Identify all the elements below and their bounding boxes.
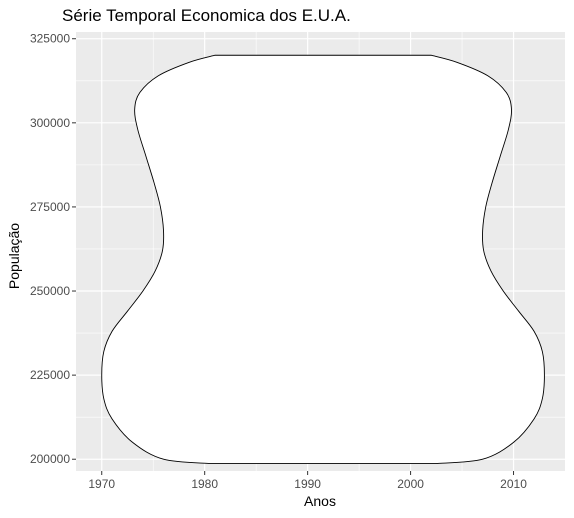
y-tick-label: 325000 xyxy=(30,32,70,46)
y-axis-title: População xyxy=(6,222,22,290)
y-tick-label: 225000 xyxy=(30,368,70,382)
x-tick-label: 1980 xyxy=(191,477,218,491)
y-tick-label: 300000 xyxy=(30,116,70,130)
violin-shape xyxy=(101,54,545,465)
y-tick-label: 200000 xyxy=(30,452,70,466)
y-axis-ticks: 200000 225000 250000 275000 300000 325000 xyxy=(30,32,76,466)
x-tick-label: 2000 xyxy=(397,477,424,491)
x-tick-label: 1990 xyxy=(294,477,321,491)
x-axis-ticks: 1970 1980 1990 2000 2010 xyxy=(88,471,527,491)
chart-title: Série Temporal Economica dos E.U.A. xyxy=(62,6,351,25)
x-axis-title: Anos xyxy=(304,493,336,509)
y-tick-label: 250000 xyxy=(30,284,70,298)
x-tick-label: 1970 xyxy=(88,477,115,491)
x-tick-label: 2010 xyxy=(500,477,527,491)
y-tick-label: 275000 xyxy=(30,200,70,214)
